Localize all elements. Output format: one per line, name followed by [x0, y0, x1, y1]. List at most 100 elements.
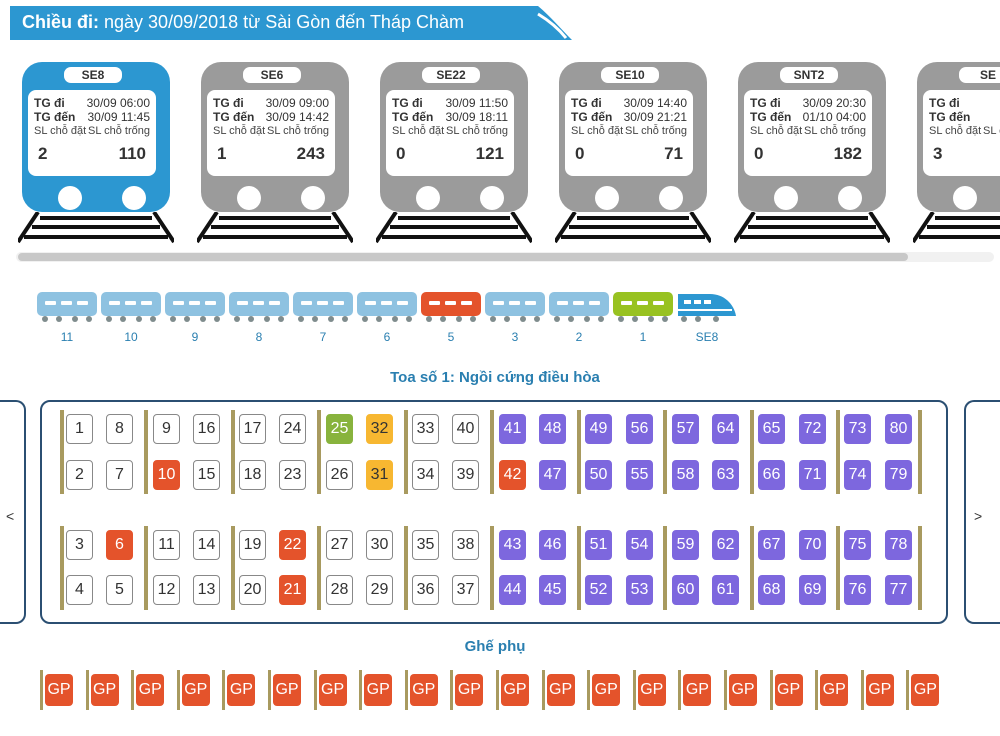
seat-62[interactable]: 62: [712, 530, 739, 560]
seat-57[interactable]: 57: [672, 414, 699, 444]
seat-78[interactable]: 78: [885, 530, 912, 560]
seat-2[interactable]: 2: [66, 460, 93, 490]
train-card[interactable]: SE10 TG đi 30/09 14:40 TG đến 30/09 21:21 SL …: [555, 62, 711, 248]
seat-43[interactable]: 43: [499, 530, 526, 560]
seat-61[interactable]: 61: [712, 575, 739, 605]
extra-seat[interactable]: GP: [222, 670, 256, 710]
seat-36[interactable]: 36: [412, 575, 439, 605]
extra-seat[interactable]: GP: [632, 670, 667, 710]
seat-13[interactable]: 13: [193, 575, 220, 605]
extra-seat[interactable]: GP: [131, 670, 165, 710]
seat-9[interactable]: 9: [153, 414, 180, 444]
seat-54[interactable]: 54: [626, 530, 653, 560]
seat-49[interactable]: 49: [585, 414, 612, 444]
seat-38[interactable]: 38: [452, 530, 479, 560]
seat-47[interactable]: 47: [539, 460, 566, 490]
seat-63[interactable]: 63: [712, 460, 739, 490]
seat-45[interactable]: 45: [539, 575, 566, 605]
seat-16[interactable]: 16: [193, 414, 220, 444]
seat-24[interactable]: 24: [279, 414, 306, 444]
extra-seat[interactable]: GP: [769, 670, 804, 710]
extra-seat[interactable]: GP: [450, 670, 484, 710]
coach-2[interactable]: 2: [548, 290, 610, 346]
extra-seat[interactable]: GP: [404, 670, 439, 710]
seat-69[interactable]: 69: [799, 575, 826, 605]
extra-seat[interactable]: GP: [496, 670, 530, 710]
extra-seat[interactable]: GP: [541, 670, 576, 710]
seat-33[interactable]: 33: [412, 414, 439, 444]
seat-50[interactable]: 50: [585, 460, 612, 490]
seat-32[interactable]: 32: [366, 414, 393, 444]
seat-76[interactable]: 76: [844, 575, 871, 605]
extra-seat[interactable]: GP: [313, 670, 348, 710]
seat-56[interactable]: 56: [626, 414, 653, 444]
seat-40[interactable]: 40: [452, 414, 479, 444]
seat-77[interactable]: 77: [885, 575, 912, 605]
seat-75[interactable]: 75: [844, 530, 871, 560]
coach-9[interactable]: 9: [164, 290, 226, 346]
extra-seat[interactable]: GP: [40, 670, 74, 710]
seat-37[interactable]: 37: [452, 575, 479, 605]
extra-seat[interactable]: GP: [85, 670, 120, 710]
coach-5[interactable]: 5: [420, 290, 482, 346]
seat-19[interactable]: 19: [239, 530, 266, 560]
seat-12[interactable]: 12: [153, 575, 180, 605]
seat-59[interactable]: 59: [672, 530, 699, 560]
seat-68[interactable]: 68: [758, 575, 785, 605]
extra-seat[interactable]: GP: [359, 670, 393, 710]
seat-35[interactable]: 35: [412, 530, 439, 560]
seat-8[interactable]: 8: [106, 414, 133, 444]
locomotive[interactable]: SE8: [676, 290, 738, 346]
coach-1[interactable]: 1: [612, 290, 674, 346]
extra-seat[interactable]: GP: [906, 670, 940, 710]
seat-41[interactable]: 41: [499, 414, 526, 444]
extra-seat[interactable]: GP: [176, 670, 211, 710]
seat-42[interactable]: 42: [499, 460, 526, 490]
coach-3[interactable]: 3: [484, 290, 546, 346]
seat-48[interactable]: 48: [539, 414, 566, 444]
seat-22[interactable]: 22: [279, 530, 306, 560]
seat-58[interactable]: 58: [672, 460, 699, 490]
seat-34[interactable]: 34: [412, 460, 439, 490]
seat-20[interactable]: 20: [239, 575, 266, 605]
seat-23[interactable]: 23: [279, 460, 306, 490]
seat-14[interactable]: 14: [193, 530, 220, 560]
train-card[interactable]: SE8 TG đi 30/09 06:00 TG đến 30/09 11:45 SL c…: [18, 62, 174, 248]
train-card[interactable]: SE22 TG đi 30/09 11:50 TG đến 30/09 18:11 SL …: [376, 62, 532, 248]
extra-seat[interactable]: GP: [724, 670, 758, 710]
extra-seat[interactable]: GP: [268, 670, 302, 710]
seat-71[interactable]: 71: [799, 460, 826, 490]
coach-11[interactable]: 11: [36, 290, 98, 346]
seat-30[interactable]: 30: [366, 530, 393, 560]
seat-3[interactable]: 3: [66, 530, 93, 560]
seat-80[interactable]: 80: [885, 414, 912, 444]
seat-6[interactable]: 6: [106, 530, 133, 560]
scrollbar-thumb[interactable]: [18, 253, 908, 261]
seat-65[interactable]: 65: [758, 414, 785, 444]
coach-7[interactable]: 7: [292, 290, 354, 346]
seat-66[interactable]: 66: [758, 460, 785, 490]
seat-51[interactable]: 51: [585, 530, 612, 560]
train-list-scrollbar[interactable]: [16, 252, 994, 262]
coach-8[interactable]: 8: [228, 290, 290, 346]
seat-60[interactable]: 60: [672, 575, 699, 605]
extra-seat[interactable]: GP: [815, 670, 849, 710]
seat-67[interactable]: 67: [758, 530, 785, 560]
seat-46[interactable]: 46: [539, 530, 566, 560]
seat-11[interactable]: 11: [153, 530, 180, 560]
seat-5[interactable]: 5: [106, 575, 133, 605]
seat-7[interactable]: 7: [106, 460, 133, 490]
seat-52[interactable]: 52: [585, 575, 612, 605]
seat-79[interactable]: 79: [885, 460, 912, 490]
extra-seat[interactable]: GP: [860, 670, 895, 710]
seat-21[interactable]: 21: [279, 575, 306, 605]
seat-39[interactable]: 39: [452, 460, 479, 490]
extra-seat[interactable]: GP: [678, 670, 712, 710]
seat-18[interactable]: 18: [239, 460, 266, 490]
seat-27[interactable]: 27: [326, 530, 353, 560]
coach-10[interactable]: 10: [100, 290, 162, 346]
train-card[interactable]: SNT2 TG đi 30/09 20:30 TG đến 01/10 04:00 SL …: [734, 62, 890, 248]
seat-72[interactable]: 72: [799, 414, 826, 444]
seat-53[interactable]: 53: [626, 575, 653, 605]
